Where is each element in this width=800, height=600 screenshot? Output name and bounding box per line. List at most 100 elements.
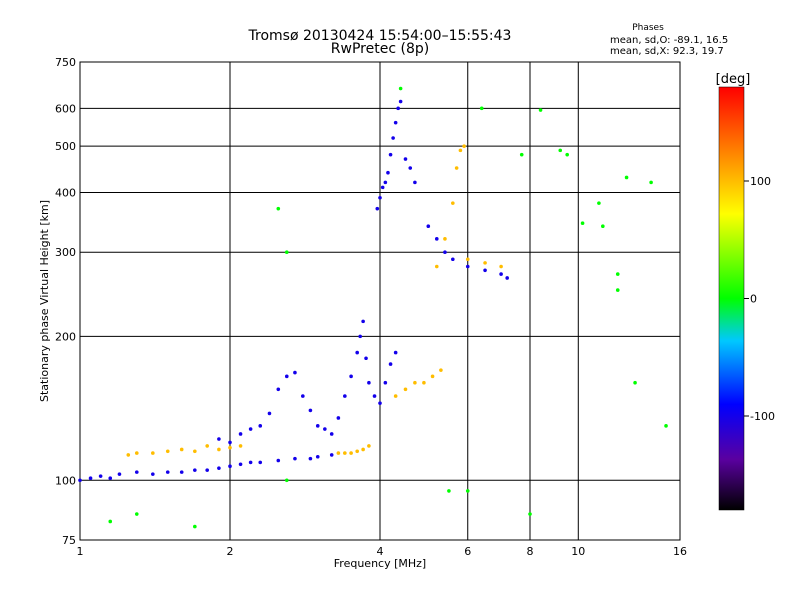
- data-point: [422, 380, 426, 385]
- data-point: [615, 288, 620, 292]
- data-point: [179, 470, 184, 474]
- colorbar-ticks: 100 0 -100: [744, 175, 775, 423]
- data-point: [315, 454, 320, 459]
- data-point: [238, 462, 243, 467]
- y-tick-label: 300: [55, 246, 76, 259]
- data-point: [378, 195, 382, 200]
- data-point: [558, 148, 563, 153]
- data-point: [361, 319, 365, 324]
- data-point: [465, 264, 470, 269]
- data-point: [78, 478, 82, 483]
- x-tick-label: 10: [571, 545, 585, 558]
- data-point: [393, 120, 398, 125]
- data-point: [308, 408, 313, 413]
- data-point: [388, 362, 393, 366]
- data-point: [465, 489, 470, 493]
- data-point: [483, 261, 487, 265]
- data-point: [301, 394, 305, 398]
- data-point: [217, 466, 221, 470]
- data-point: [258, 460, 263, 465]
- data-point: [426, 224, 431, 229]
- data-point: [372, 394, 377, 398]
- data-point: [193, 468, 197, 472]
- data-point: [383, 380, 388, 385]
- data-point: [465, 257, 470, 262]
- colorbar-tick-label: -100: [750, 410, 775, 423]
- data-point: [134, 512, 139, 516]
- data-point: [462, 144, 466, 148]
- data-point: [293, 370, 297, 375]
- colorbar: [718, 86, 745, 511]
- data-point: [443, 250, 447, 255]
- data-point: [434, 237, 439, 241]
- data-point: [134, 470, 139, 474]
- data-point: [447, 489, 451, 493]
- y-axis-label: Stationary phase Virtual Height [km]: [38, 200, 51, 402]
- data-point: [499, 264, 503, 269]
- chart-title-line2: RwPretec (8p): [331, 41, 429, 57]
- data-point: [398, 99, 403, 104]
- data-point: [601, 224, 605, 229]
- data-point: [624, 175, 629, 180]
- data-point: [649, 180, 653, 185]
- data-point: [248, 460, 253, 465]
- data-point: [519, 152, 524, 157]
- data-point: [393, 394, 398, 398]
- data-point: [117, 472, 122, 476]
- data-point: [479, 106, 484, 111]
- data-point: [276, 387, 281, 392]
- data-point: [126, 453, 131, 457]
- chart-title-line1: Tromsø 20130424 15:54:00–15:55:43: [248, 28, 512, 44]
- data-point: [391, 136, 395, 140]
- scatter-points: [78, 86, 668, 529]
- data-point: [284, 478, 289, 483]
- data-point: [615, 272, 620, 276]
- colorbar-label: [deg]: [716, 72, 751, 87]
- x-axis-ticks: 1 2 4 6 8 10 16: [77, 545, 688, 558]
- data-point: [205, 468, 209, 472]
- data-point: [499, 272, 503, 276]
- grid-lines: [79, 61, 681, 541]
- data-point: [664, 424, 668, 428]
- data-point: [451, 257, 455, 262]
- data-point: [88, 476, 93, 481]
- data-point: [355, 350, 359, 355]
- x-tick-label: 2: [227, 545, 234, 558]
- data-point: [238, 432, 243, 436]
- colorbar-tick-label: 100: [750, 175, 771, 188]
- data-point: [323, 427, 327, 431]
- data-point: [349, 374, 353, 379]
- data-point: [134, 451, 139, 455]
- data-point: [238, 444, 243, 448]
- data-point: [248, 427, 253, 431]
- x-axis-label: Frequency [MHz]: [334, 557, 426, 570]
- data-point: [108, 519, 113, 524]
- data-point: [358, 334, 362, 339]
- data-point: [378, 401, 382, 405]
- data-point: [165, 449, 170, 454]
- y-tick-label: 200: [55, 330, 76, 343]
- data-point: [597, 201, 601, 205]
- data-point: [151, 451, 155, 455]
- data-point: [413, 380, 417, 385]
- data-point: [386, 170, 390, 175]
- data-point: [284, 374, 289, 379]
- data-point: [367, 380, 371, 385]
- data-point: [565, 152, 569, 157]
- data-point: [349, 451, 353, 455]
- data-point: [293, 456, 297, 461]
- data-point: [380, 185, 385, 190]
- data-point: [108, 476, 113, 481]
- data-point: [315, 424, 320, 428]
- data-point: [98, 474, 103, 478]
- x-tick-label: 1: [77, 545, 84, 558]
- data-point: [528, 512, 532, 516]
- x-tick-label: 4: [377, 545, 384, 558]
- data-point: [633, 380, 637, 385]
- data-point: [276, 458, 281, 463]
- data-point: [228, 440, 232, 445]
- data-point: [454, 166, 459, 170]
- y-tick-label: 400: [55, 186, 76, 199]
- phases-mean-o: mean, sd,O: -89.1, 16.5: [610, 35, 728, 46]
